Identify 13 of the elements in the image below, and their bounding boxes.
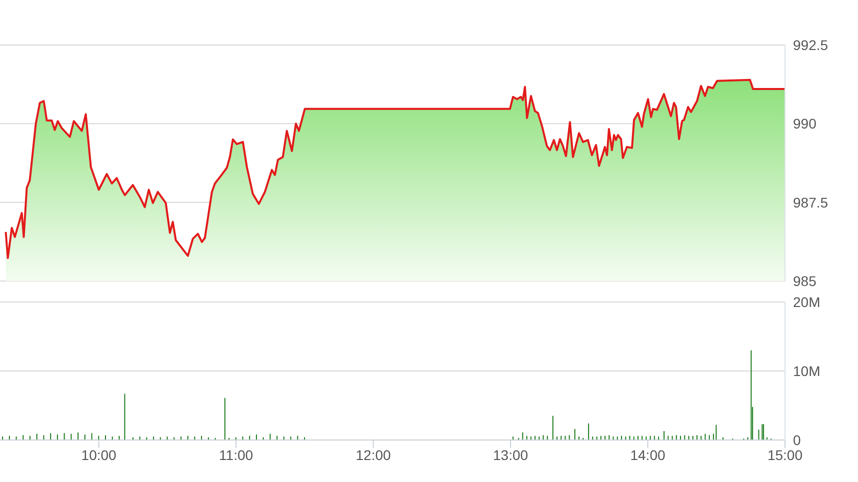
- y-tick-label: 20M: [793, 294, 820, 310]
- x-tick-label: 11:00: [219, 446, 254, 463]
- y-tick-label: 0: [793, 432, 801, 448]
- y-tick-label: 992.5: [793, 36, 828, 53]
- y-tick-label: 10M: [793, 362, 820, 379]
- x-tick-label: 10:00: [81, 446, 117, 463]
- x-tick-label: 12:00: [356, 446, 392, 463]
- x-tick-label: 15:00: [767, 446, 803, 463]
- x-tick-label: 13:00: [493, 446, 528, 463]
- y-tick-label: 985: [793, 272, 817, 289]
- y-tick-label: 987.5: [793, 194, 828, 210]
- x-tick-label: 14:00: [630, 446, 666, 463]
- y-tick-label: 990: [793, 116, 817, 132]
